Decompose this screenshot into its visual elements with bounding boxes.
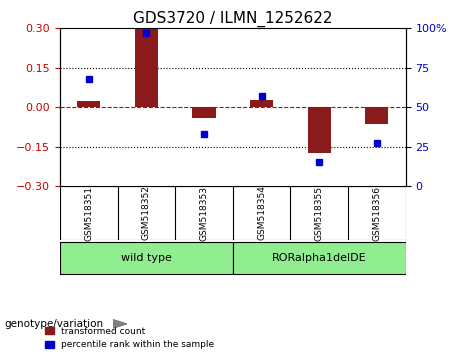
- Text: wild type: wild type: [121, 253, 172, 263]
- Text: GSM518354: GSM518354: [257, 185, 266, 240]
- Bar: [193, 107, 216, 118]
- Title: GDS3720 / ILMN_1252622: GDS3720 / ILMN_1252622: [133, 11, 332, 27]
- Bar: [135, 28, 158, 107]
- Bar: [308, 107, 331, 153]
- FancyBboxPatch shape: [60, 242, 233, 274]
- Bar: [77, 101, 100, 107]
- Text: genotype/variation: genotype/variation: [5, 319, 104, 329]
- Text: GSM518351: GSM518351: [84, 185, 93, 241]
- Text: GSM518353: GSM518353: [200, 185, 208, 241]
- Text: GSM518356: GSM518356: [372, 185, 381, 241]
- Text: RORalpha1delDE: RORalpha1delDE: [272, 253, 366, 263]
- Legend: transformed count, percentile rank within the sample: transformed count, percentile rank withi…: [41, 323, 218, 353]
- Bar: [250, 100, 273, 107]
- Text: GSM518352: GSM518352: [142, 185, 151, 240]
- FancyBboxPatch shape: [233, 242, 406, 274]
- Text: GSM518355: GSM518355: [315, 185, 324, 241]
- Polygon shape: [113, 320, 127, 328]
- Bar: [365, 107, 388, 124]
